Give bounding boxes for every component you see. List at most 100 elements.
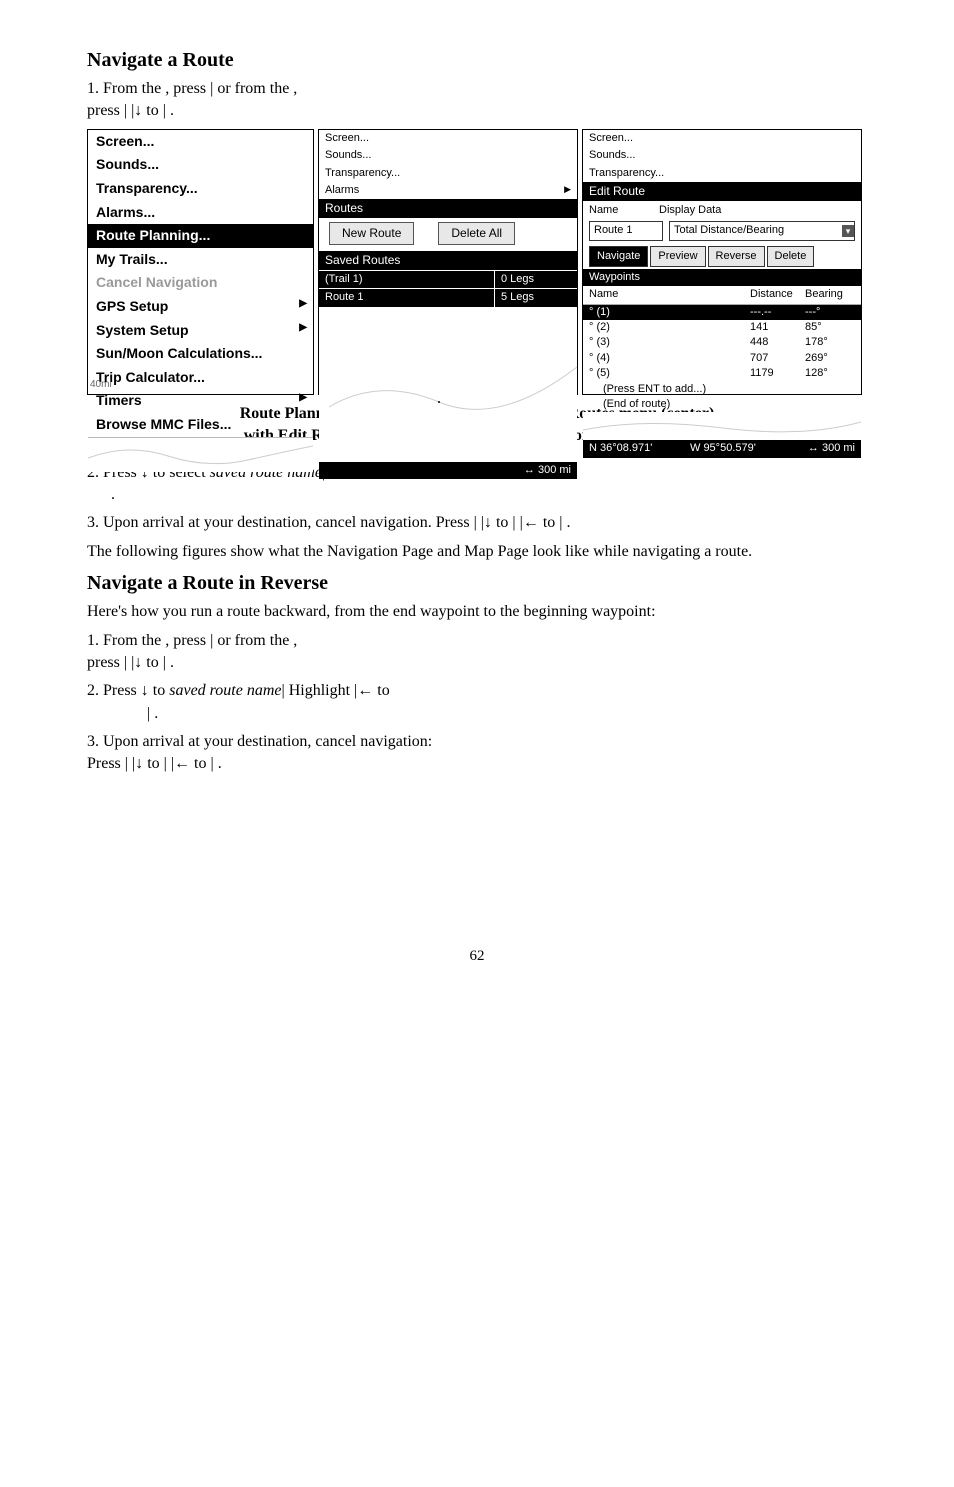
waypoint-row[interactable]: ° (3) 448 178° — [583, 335, 861, 350]
menu-item[interactable]: My Trails... — [88, 248, 313, 272]
wp-bearing: 178° — [805, 335, 855, 350]
wp-distance: ---.-- — [750, 305, 805, 320]
screenshot-row: Screen... Sounds... Transparency... Alar… — [87, 129, 867, 395]
text: | — [474, 514, 477, 531]
saved-route-row[interactable]: (Trail 1) 0 Legs — [319, 270, 577, 288]
text: |↓ to — [131, 654, 163, 671]
hint: (Press ENT to add...) — [589, 382, 855, 397]
menu-item[interactable]: Trip Calculator... — [88, 366, 313, 390]
menu-item[interactable]: Transparency... — [583, 165, 861, 182]
wp-name: ° (1) — [589, 305, 750, 320]
text: press — [87, 102, 124, 119]
wp-name: ° (5) — [589, 366, 750, 381]
new-route-button[interactable]: New Route — [329, 222, 414, 245]
lat: N 36°08.971' — [589, 441, 690, 456]
label: System Setup — [96, 321, 189, 341]
wp-name: ° (2) — [589, 320, 750, 335]
menu-item-disabled: Cancel Navigation — [88, 271, 313, 295]
menu-item[interactable]: System Setup▶ — [88, 319, 313, 343]
menu-item-selected[interactable]: Route Planning... — [88, 224, 313, 248]
waypoint-row[interactable]: ° (2) 141 85° — [583, 320, 861, 335]
text: |← to — [171, 755, 211, 772]
submenu-arrow-icon: ▶ — [299, 391, 307, 411]
display-data-label: Display Data — [659, 203, 855, 218]
menu-item[interactable]: Screen... — [88, 130, 313, 154]
tab-reverse[interactable]: Reverse — [708, 246, 765, 267]
menu-item[interactable]: Timers ▶ — [88, 389, 313, 413]
wp-bearing: ---° — [805, 305, 855, 320]
text: |↓ to — [481, 514, 513, 531]
routes-header: Routes — [319, 199, 577, 218]
waypoint-row[interactable]: ° (5) 1179 128° — [583, 366, 861, 381]
text: | — [124, 102, 127, 119]
text: | — [210, 80, 213, 97]
menu-item[interactable]: Transparency... — [319, 165, 577, 182]
label: Timers — [96, 391, 142, 411]
waypoint-add-hint[interactable]: (Press ENT to add...) — [583, 382, 861, 397]
route-name: Route 1 — [319, 289, 495, 306]
italic-text: saved route name — [169, 682, 281, 699]
wp-distance: 448 — [750, 335, 805, 350]
waypoint-row[interactable]: ° (1) ---.-- ---° — [583, 305, 861, 320]
text: 2. Press ↓ to — [87, 682, 169, 699]
text: press — [87, 654, 124, 671]
menu-item[interactable]: Sounds... — [319, 147, 577, 164]
text: or from the — [217, 80, 293, 97]
menu-item[interactable]: Sounds... — [583, 147, 861, 164]
menu-item[interactable]: Sun/Moon Calculations... — [88, 342, 313, 366]
text: | — [211, 755, 214, 772]
name-row: Name Display Data — [583, 201, 861, 219]
route-name: (Trail 1) — [319, 271, 495, 288]
menu-item[interactable]: Screen... — [583, 130, 861, 147]
step1: 1. From the , press | or from the , pres… — [87, 78, 867, 123]
step3: 3. Upon arrival at your destination, can… — [87, 512, 867, 534]
hint: (End of route) — [589, 397, 855, 412]
col-distance: Distance — [750, 287, 805, 302]
tab-preview[interactable]: Preview — [650, 246, 705, 267]
tab-navigate[interactable]: Navigate — [589, 246, 648, 267]
text: | — [163, 102, 166, 119]
display-data-dropdown[interactable]: Total Distance/Bearing ▾ — [669, 221, 855, 240]
menu-item[interactable]: Alarms▶ — [319, 182, 577, 199]
text: | — [282, 682, 285, 699]
button-row: New Route Delete All — [319, 218, 577, 251]
label: Routes — [325, 200, 363, 217]
map-area — [319, 307, 577, 462]
heading-navigate-reverse: Navigate a Route in Reverse — [87, 569, 867, 597]
menu-item[interactable]: Transparency... — [88, 177, 313, 201]
text: | — [124, 654, 127, 671]
menu-item[interactable]: GPS Setup ▶ — [88, 295, 313, 319]
page-number: 62 — [87, 946, 867, 967]
menu-item[interactable]: Browse MMC Files... — [88, 413, 313, 437]
label: GPS Setup — [96, 297, 168, 317]
text: |← to — [354, 682, 390, 699]
submenu-arrow-icon: ▶ — [299, 297, 307, 317]
menu-item[interactable]: Sounds... — [88, 153, 313, 177]
edit-route-header: Edit Route — [583, 182, 861, 201]
menu-item[interactable]: Alarms... — [88, 201, 313, 225]
saved-route-row[interactable]: Route 1 5 Legs — [319, 288, 577, 306]
heading-navigate-route: Navigate a Route — [87, 46, 867, 74]
text: |↓ to — [132, 755, 164, 772]
text: 3. Upon arrival at your destination, can… — [87, 733, 432, 750]
saved-routes-header: Saved Routes — [319, 251, 577, 270]
dropdown-value: Total Distance/Bearing — [670, 222, 842, 239]
route-name-field[interactable]: Route 1 — [589, 221, 663, 240]
paragraph: The following figures show what the Navi… — [87, 541, 867, 563]
map-scale: ↔ 300 mi — [791, 441, 855, 456]
wp-bearing: 85° — [805, 320, 855, 335]
text: 3. Upon arrival at your destination, can… — [87, 514, 474, 531]
waypoints-header: Waypoints — [583, 269, 861, 286]
text: | — [87, 705, 150, 722]
route-legs: 0 Legs — [495, 271, 577, 288]
text: Press — [87, 755, 125, 772]
name-label: Name — [589, 203, 653, 218]
waypoint-row[interactable]: ° (4) 707 269° — [583, 351, 861, 366]
waypoints-columns: Name Distance Bearing — [583, 286, 861, 304]
text: | — [559, 514, 562, 531]
label: Alarms — [325, 184, 359, 196]
menu-item[interactable]: Screen... — [319, 130, 577, 147]
tab-delete[interactable]: Delete — [767, 246, 815, 267]
wp-distance: 141 — [750, 320, 805, 335]
delete-all-button[interactable]: Delete All — [438, 222, 515, 245]
